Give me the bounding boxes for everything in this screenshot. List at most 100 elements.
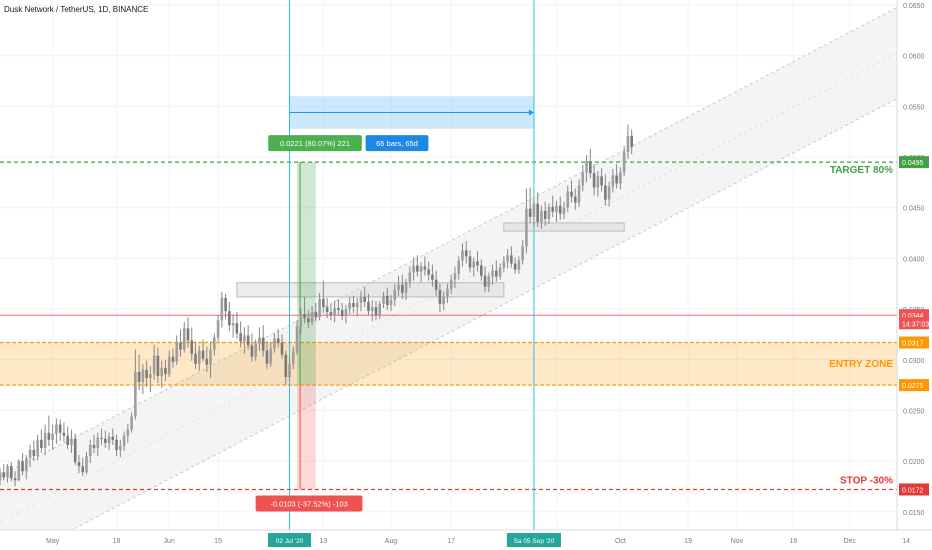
- candle-body: [401, 284, 404, 293]
- candle: [6, 464, 9, 483]
- price-tick-label: 0.0600: [903, 54, 925, 61]
- candle: [389, 294, 393, 312]
- candle: [543, 201, 547, 226]
- candle: [307, 310, 310, 329]
- candle-body: [81, 466, 85, 473]
- candle: [51, 424, 54, 450]
- candle-body: [307, 318, 310, 323]
- long-stop-label-text: -0.0103 (-37.52%) -103: [270, 499, 348, 508]
- candle-body: [577, 185, 581, 203]
- candle: [498, 263, 502, 280]
- candle: [197, 345, 201, 371]
- candle-body: [622, 152, 626, 173]
- candle: [119, 439, 122, 458]
- candle: [32, 440, 36, 462]
- price-label-bg: [899, 336, 929, 349]
- time-tick-label: Jun: [164, 538, 175, 545]
- candle-body: [607, 186, 611, 200]
- long-target-label: 0.0221 (80.07%) 221: [268, 135, 362, 152]
- candle: [619, 167, 622, 190]
- candle: [547, 203, 551, 224]
- candle-body: [382, 295, 385, 305]
- candle: [355, 297, 359, 317]
- time-axis: May18Jun1513Aug1714Oct19Nov16Dec1402 Jul…: [0, 529, 932, 550]
- candle: [152, 344, 156, 381]
- candle: [393, 283, 397, 307]
- candle: [340, 303, 344, 321]
- candle-body: [100, 437, 103, 439]
- candle-body: [58, 424, 62, 433]
- candle-body: [303, 314, 306, 319]
- candle-body: [502, 261, 506, 268]
- candle: [528, 187, 532, 223]
- candle: [325, 297, 329, 319]
- candle-body: [446, 288, 449, 297]
- candle: [250, 333, 254, 362]
- candle-body: [190, 340, 194, 354]
- candle-body: [145, 369, 148, 378]
- candle: [92, 434, 96, 453]
- long-target-label-bg: [268, 135, 362, 152]
- candle: [438, 283, 442, 313]
- candle-body: [404, 281, 408, 293]
- candle-body: [276, 338, 280, 343]
- candle-body: [453, 273, 457, 280]
- candle: [348, 296, 351, 315]
- candle-body: [416, 265, 419, 272]
- candle-body: [600, 176, 603, 186]
- candle-body: [288, 363, 291, 377]
- candle-body: [119, 445, 122, 450]
- time-tick-label: 18: [113, 538, 121, 545]
- candle: [0, 468, 2, 486]
- candle: [85, 451, 88, 475]
- time-marker-bg: [268, 533, 312, 547]
- candle: [322, 280, 325, 314]
- candle-body: [88, 444, 92, 457]
- candle: [532, 199, 536, 229]
- candle: [73, 433, 77, 466]
- candle: [562, 201, 566, 219]
- long-loss-zone: [297, 385, 316, 490]
- time-tick-label: Dec: [844, 538, 857, 545]
- candle-body: [562, 207, 566, 214]
- candle: [491, 264, 494, 285]
- long-target-label-text: 0.0221 (80.07%) 221: [280, 139, 350, 148]
- candle: [310, 306, 314, 326]
- price-tick-label: 0.0200: [903, 459, 925, 466]
- entry-zone-label: ENTRY ZONE: [829, 359, 893, 370]
- candle: [224, 293, 227, 320]
- candle: [449, 274, 453, 294]
- date-range-label: 65 bars, 65d: [365, 135, 429, 152]
- candle-body: [243, 335, 246, 342]
- candle-body: [389, 299, 393, 306]
- candle-body: [55, 424, 58, 434]
- candle: [291, 346, 295, 369]
- candle-body: [280, 342, 284, 355]
- candle: [254, 339, 257, 361]
- candle: [111, 428, 115, 445]
- candle: [216, 315, 220, 342]
- candle-body: [17, 461, 21, 481]
- candle: [585, 155, 588, 183]
- candle-body: [543, 210, 547, 219]
- candle: [134, 349, 137, 420]
- time-tick-label: 13: [319, 538, 327, 545]
- candle: [17, 459, 21, 482]
- date-range-label-text: 65 bars, 65d: [376, 139, 418, 148]
- price-tick-label: 0.0250: [903, 408, 925, 415]
- candle-body: [70, 438, 73, 445]
- candle: [555, 200, 558, 222]
- price-label: 0.0275: [902, 383, 924, 390]
- candle-body: [6, 466, 9, 478]
- candle-body: [254, 343, 257, 357]
- candle-body: [449, 279, 453, 289]
- candle: [479, 259, 483, 281]
- candle: [175, 335, 179, 365]
- candle: [344, 305, 348, 324]
- candle-body: [258, 337, 261, 344]
- candle-body: [528, 208, 532, 217]
- candle-body: [40, 439, 43, 448]
- time-marker-label: Sa 05 Sep '20: [514, 538, 555, 545]
